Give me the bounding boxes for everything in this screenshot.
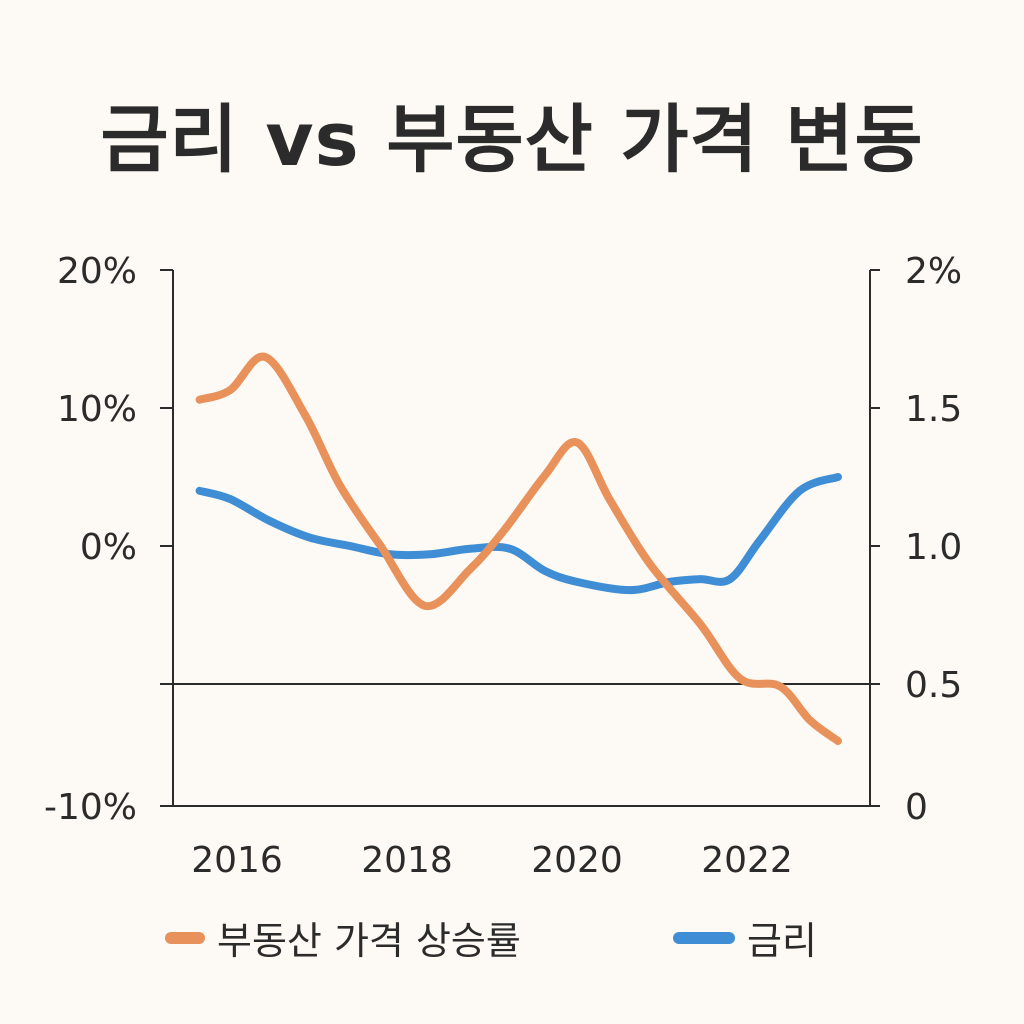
chart-title: 금리 vs 부동산 가격 변동 [100,97,924,183]
right-tick-label: 2% [905,251,962,292]
x-tick-label: 2018 [361,840,453,881]
right-tick-label: 1.5 [905,389,962,430]
legend-item-rate: 금리 [673,910,817,965]
legend-label-rate: 금리 [747,919,817,963]
left-tick-label: 20% [57,251,137,292]
legend-label-price: 부동산 가격 상승률 [217,919,521,963]
right-tick-label: 1.0 [905,527,962,568]
legend-swatch-price [165,931,205,944]
left-tick-label: 10% [57,389,137,430]
x-tick-label: 2022 [701,840,793,881]
series-line-price [195,352,842,745]
right-tick-label: 0 [905,787,928,828]
x-tick-label: 2016 [191,840,283,881]
series-line-rate [195,473,842,595]
left-tick-label: 0% [80,527,137,568]
left-tick-label: -10% [44,787,137,828]
right-tick-label: 0.5 [905,665,962,706]
legend-swatch-rate [673,931,735,944]
legend-item-price: 부동산 가격 상승률 [165,910,521,965]
x-tick-label: 2020 [531,840,623,881]
